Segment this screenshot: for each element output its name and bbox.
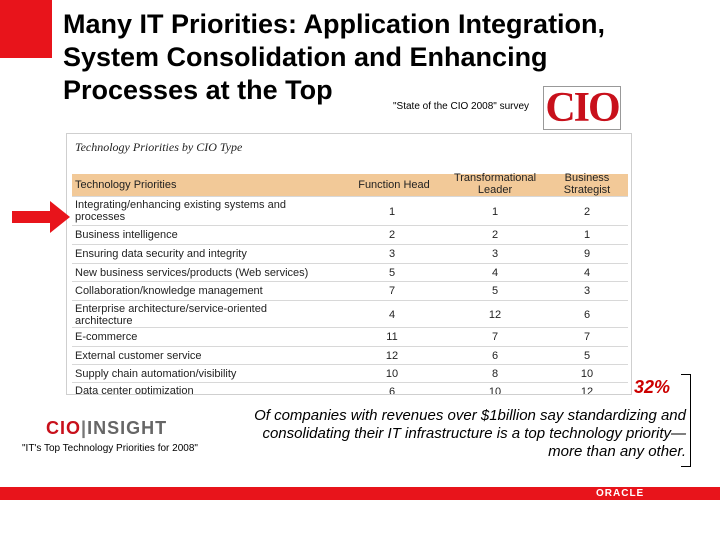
cio-insight-logo: CIO|INSIGHT	[46, 418, 167, 439]
cell-transformational: 2	[491, 229, 499, 241]
footer-bar	[0, 487, 720, 500]
title-line: System Consolidation and Enhancing	[63, 42, 548, 72]
table-title: Technology Priorities by CIO Type	[75, 140, 243, 154]
cell-function-head: 10	[385, 368, 399, 380]
title-line: Many IT Priorities: Application Integrat…	[63, 9, 606, 39]
cell-function-head: 7	[388, 285, 396, 297]
cell-function-head: 6	[388, 386, 396, 395]
highlight-percent: 32%	[634, 377, 671, 397]
table-row: Collaboration/knowledge management 7 5 3	[72, 281, 628, 300]
table-header: Technology Priorities Function Head Tran…	[72, 172, 628, 196]
table-row: New business services/products (Web serv…	[72, 263, 628, 281]
table-row: Ensuring data security and integrity 3 3…	[72, 244, 628, 263]
insight-logo-insight: INSIGHT	[87, 418, 168, 438]
oracle-logo: ORACLE	[596, 488, 645, 499]
table-row: Business intelligence 2 2 1	[72, 225, 628, 244]
row-label: External customer service	[75, 350, 202, 362]
cell-transformational: 5	[491, 285, 499, 297]
cell-transformational: 6	[491, 350, 499, 362]
cell-strategist: 1	[583, 229, 591, 241]
insight-caption: "IT's Top Technology Priorities for 2008…	[22, 443, 198, 454]
cell-strategist: 3	[583, 285, 591, 297]
header-function-head: Function Head	[358, 179, 430, 191]
cell-transformational: 10	[488, 386, 502, 395]
cio-survey-label: "State of the CIO 2008" survey	[393, 101, 530, 112]
cell-transformational: 1	[491, 206, 499, 218]
row-label: Enterprise architecture/service-oriented…	[75, 303, 267, 327]
header-business-strategist: Business Strategist	[563, 172, 611, 196]
row-label: Business intelligence	[75, 229, 178, 241]
cell-function-head: 5	[388, 267, 396, 279]
table-row: Data center optimization 6 10 12	[72, 382, 628, 395]
table-row: External customer service 12 6 5	[72, 346, 628, 364]
row-label: Data center optimization	[75, 385, 194, 395]
header-transformational-leader: Transformational Leader	[453, 172, 537, 196]
row-label: Supply chain automation/visibility	[75, 368, 237, 380]
cell-function-head: 3	[388, 248, 396, 260]
cell-strategist: 6	[583, 309, 591, 321]
title-line: Processes at the Top	[63, 75, 333, 105]
cell-strategist: 5	[583, 350, 591, 362]
cell-transformational: 3	[491, 248, 499, 260]
cell-strategist: 12	[580, 386, 594, 395]
table-row: Enterprise architecture/service-oriented…	[72, 300, 628, 327]
cell-function-head: 1	[388, 206, 396, 218]
row-label: Ensuring data security and integrity	[75, 248, 247, 260]
row-label: New business services/products (Web serv…	[75, 267, 309, 279]
bracket-tick	[681, 466, 691, 467]
cell-strategist: 10	[580, 368, 594, 380]
cell-transformational: 12	[488, 309, 502, 321]
highlight-quote: Of companies with revenues over $1billio…	[254, 407, 686, 460]
row-label: Collaboration/knowledge management	[75, 285, 263, 297]
table-row: Supply chain automation/visibility 10 8 …	[72, 364, 628, 382]
table-row: Integrating/enhancing existing systems a…	[72, 196, 628, 225]
cell-transformational: 8	[491, 368, 499, 380]
cio-magazine-logo: CIO	[543, 86, 621, 130]
cell-strategist: 9	[583, 248, 591, 260]
row-label: E-commerce	[75, 331, 138, 343]
cell-strategist: 2	[583, 206, 591, 218]
arrow-right-icon	[12, 201, 70, 233]
header-priorities: Technology Priorities	[75, 179, 177, 191]
cell-strategist: 7	[583, 331, 591, 343]
row-label: Integrating/enhancing existing systems a…	[75, 199, 286, 223]
cell-function-head: 4	[388, 309, 396, 321]
red-corner-accent	[0, 0, 52, 58]
bracket-line	[690, 374, 691, 467]
cell-transformational: 7	[491, 331, 499, 343]
insight-logo-separator: |	[81, 418, 88, 438]
cell-function-head: 11	[386, 331, 398, 343]
cio-logo-text: CIO	[545, 85, 620, 131]
bracket-tick	[681, 374, 691, 375]
cell-transformational: 4	[491, 267, 499, 279]
priorities-table: Technology Priorities by CIO Type Techno…	[66, 133, 632, 395]
cell-function-head: 12	[385, 350, 399, 362]
insight-logo-cio: CIO	[46, 418, 82, 438]
slide-title: Many IT Priorities: Application Integrat…	[63, 8, 713, 107]
cell-function-head: 2	[388, 229, 396, 241]
table-row: E-commerce 11 7 7	[72, 327, 628, 346]
cell-strategist: 4	[583, 267, 591, 279]
